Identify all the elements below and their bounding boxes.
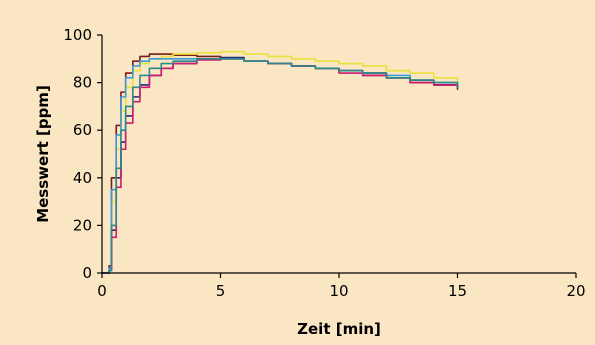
y-tick-label: 0 — [82, 264, 92, 282]
x-tick-label: 0 — [97, 282, 107, 300]
series-layer — [102, 50, 459, 274]
y-tick-label: 40 — [73, 169, 92, 187]
series-line-5 — [102, 57, 459, 274]
x-axis-ticks: 0 5 10 15 20 — [97, 273, 586, 300]
series-line-2 — [102, 50, 459, 274]
y-tick-label: 20 — [73, 216, 92, 234]
x-tick-label: 5 — [216, 282, 226, 300]
y-axis-title: Messwert [ppm] — [34, 85, 52, 223]
y-tick-label: 100 — [63, 26, 92, 44]
x-tick-label: 20 — [566, 282, 585, 300]
y-tick-label: 80 — [73, 74, 92, 92]
series-line-3 — [102, 57, 459, 274]
x-tick-label: 10 — [329, 282, 348, 300]
series-line-6 — [102, 57, 459, 274]
x-tick-label: 15 — [448, 282, 467, 300]
series-line-4 — [102, 56, 459, 274]
series-line-1 — [102, 53, 459, 274]
x-axis-title: Zeit [min] — [297, 320, 381, 338]
y-tick-label: 60 — [73, 121, 92, 139]
y-axis-ticks: 0 20 40 60 80 100 — [63, 26, 102, 282]
